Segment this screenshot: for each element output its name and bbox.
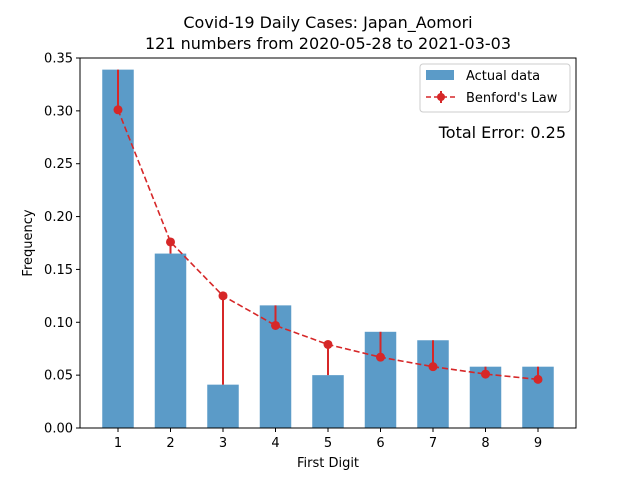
legend-frame — [419, 63, 571, 113]
x-tick-label: 4 — [271, 436, 279, 451]
chart-subtitle: 121 numbers from 2020-05-28 to 2021-03-0… — [145, 34, 511, 53]
bar-digit-5 — [312, 375, 344, 428]
y-tick-label: 0.05 — [44, 369, 73, 384]
benford-point-digit-8 — [481, 369, 490, 379]
benford-line-group — [113, 105, 543, 384]
legend-bar-label: Actual data — [466, 69, 540, 84]
y-tick-label: 0.35 — [44, 52, 73, 67]
x-tick-label: 7 — [429, 436, 437, 451]
y-axis: 0.00 0.05 0.10 0.15 0.20 0.25 0.30 0.35 — [44, 52, 80, 437]
x-tick-label: 8 — [481, 436, 489, 451]
legend-line-label: Benford's Law — [466, 91, 558, 106]
y-tick-label: 0.30 — [44, 104, 73, 119]
x-tick-label: 1 — [114, 436, 122, 451]
y-tick-label: 0.20 — [44, 210, 73, 225]
x-tick-label: 6 — [376, 436, 384, 451]
benford-point-digit-1 — [113, 105, 123, 115]
benford-point-digit-9 — [533, 374, 543, 384]
benford-point-digit-3 — [218, 291, 228, 301]
chart-title: Covid-19 Daily Cases: Japan_Aomori — [183, 13, 472, 33]
benford-point-digit-4 — [271, 320, 280, 330]
legend-bar-swatch — [426, 70, 454, 80]
legend: Actual data Benford's Law — [419, 63, 571, 113]
legend-line-marker — [437, 93, 445, 101]
x-axis-label: First Digit — [297, 456, 359, 471]
x-axis: 1 2 3 4 5 6 7 8 9 — [114, 428, 542, 451]
benford-point-digit-2 — [166, 237, 175, 247]
x-tick-label: 2 — [166, 436, 174, 451]
x-tick-label: 9 — [534, 436, 542, 451]
bar-digit-1 — [102, 69, 134, 428]
x-tick-label: 5 — [324, 436, 332, 451]
y-tick-label: 0.15 — [44, 263, 73, 278]
y-tick-label: 0.10 — [44, 316, 73, 331]
bar-digit-3 — [207, 384, 239, 428]
y-tick-label: 0.25 — [44, 157, 73, 172]
x-tick-label: 3 — [219, 436, 227, 451]
benford-point-digit-6 — [376, 352, 385, 362]
bar-digit-2 — [154, 253, 187, 428]
benford-point-digit-7 — [428, 362, 438, 372]
total-error-annotation: Total Error: 0.25 — [438, 123, 566, 142]
y-tick-label: 0.00 — [44, 422, 73, 437]
benford-point-digit-5 — [323, 339, 333, 349]
y-axis-label: Frequency — [21, 209, 36, 276]
